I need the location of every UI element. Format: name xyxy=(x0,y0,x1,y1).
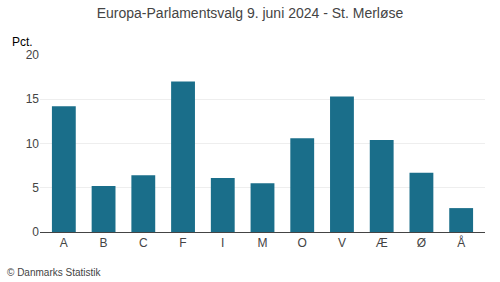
svg-text:V: V xyxy=(338,236,346,250)
svg-text:Europa-Parlamentsvalg 9. juni: Europa-Parlamentsvalg 9. juni 2024 - St.… xyxy=(97,5,404,21)
svg-text:Æ: Æ xyxy=(376,236,388,250)
svg-text:Å: Å xyxy=(457,235,465,250)
svg-text:5: 5 xyxy=(32,181,39,195)
svg-text:Ø: Ø xyxy=(417,236,426,250)
svg-text:10: 10 xyxy=(26,137,40,151)
svg-text:Pct.: Pct. xyxy=(12,35,33,49)
svg-text:0: 0 xyxy=(32,225,39,239)
svg-text:B: B xyxy=(100,236,108,250)
svg-text:A: A xyxy=(60,236,68,250)
svg-text:M: M xyxy=(258,236,268,250)
svg-text:F: F xyxy=(179,236,186,250)
svg-text:20: 20 xyxy=(26,48,40,62)
svg-text:© Danmarks Statistik: © Danmarks Statistik xyxy=(7,267,102,278)
svg-text:O: O xyxy=(298,236,307,250)
svg-text:15: 15 xyxy=(26,92,40,106)
svg-text:I: I xyxy=(221,236,224,250)
svg-text:C: C xyxy=(139,236,148,250)
